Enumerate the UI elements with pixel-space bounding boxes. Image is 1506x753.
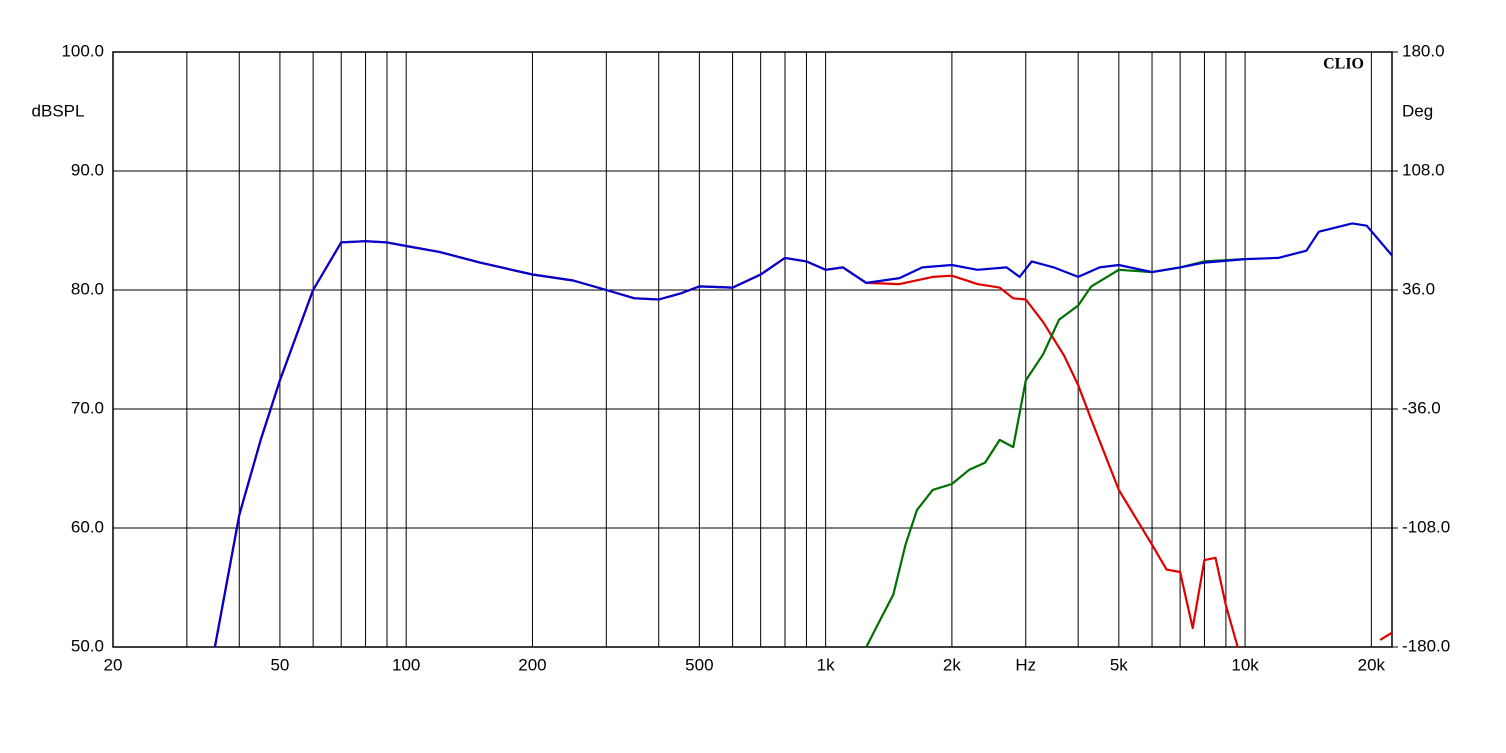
y-tick-label: 100.0 <box>61 41 104 60</box>
y2-tick-label: 180.0 <box>1402 41 1445 60</box>
x-tick-label: 500 <box>685 655 713 674</box>
x-tick-label: 20k <box>1358 655 1386 674</box>
y-tick-label: 50.0 <box>71 636 104 655</box>
x-tick-label: 1k <box>817 655 835 674</box>
series-line <box>213 222 1393 648</box>
y2-tick-label: 108.0 <box>1402 160 1445 179</box>
x-tick-label: 10k <box>1231 655 1259 674</box>
y2-tick-label: -180.0 <box>1402 636 1450 655</box>
watermark: CLIO <box>1323 56 1364 73</box>
y2-tick-label: 36.0 <box>1402 279 1435 298</box>
x-tick-label: 100 <box>392 655 420 674</box>
x-tick-label: 2k <box>943 655 961 674</box>
series-line <box>865 258 1246 648</box>
y2-axis-label: Deg <box>1402 101 1433 120</box>
x-tick-label: 200 <box>518 655 546 674</box>
y2-tick-label: -36.0 <box>1402 398 1441 417</box>
y-tick-label: 90.0 <box>71 160 104 179</box>
y2-tick-label: -108.0 <box>1402 517 1450 536</box>
x-tick-label: 20 <box>104 655 123 674</box>
y-tick-label: 70.0 <box>71 398 104 417</box>
series-line <box>213 240 1393 648</box>
plot-frame <box>112 51 1393 648</box>
x-tick-label: 5k <box>1110 655 1128 674</box>
x-tick-label: 50 <box>270 655 289 674</box>
x-tick-label: Hz <box>1015 655 1036 674</box>
y-axis-label: dBSPL <box>32 101 85 120</box>
y-tick-label: 60.0 <box>71 517 104 536</box>
y-tick-label: 80.0 <box>71 279 104 298</box>
